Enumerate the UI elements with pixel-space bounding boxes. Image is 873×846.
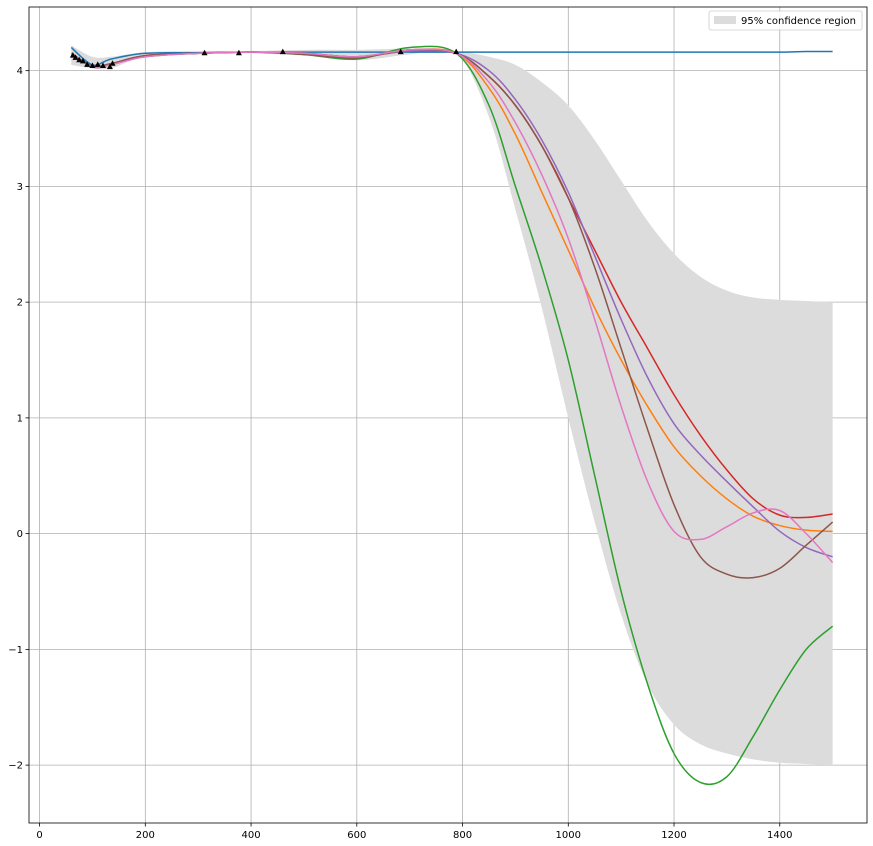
observation-marker bbox=[100, 62, 107, 69]
y-tick-label: 2 bbox=[17, 298, 23, 309]
observation-marker bbox=[109, 60, 116, 66]
plot-frame bbox=[28, 6, 868, 824]
observation-marker bbox=[84, 61, 91, 67]
observation-marker bbox=[89, 62, 96, 69]
confidence-band-layer bbox=[71, 45, 833, 766]
x-tick-label: 1200 bbox=[661, 830, 686, 841]
x-tick-label: 800 bbox=[453, 830, 472, 841]
observation-marker bbox=[397, 48, 404, 55]
x-tick-label: 1000 bbox=[556, 830, 581, 841]
observation-marker bbox=[235, 49, 242, 56]
legend-label-confidence: 95% confidence region bbox=[741, 16, 856, 27]
legend-swatch-confidence bbox=[714, 16, 736, 24]
y-tick-label: 0 bbox=[17, 529, 23, 540]
observation-marker bbox=[279, 48, 286, 55]
y-tick-label: 4 bbox=[17, 66, 23, 77]
series-line-7 bbox=[70, 48, 834, 564]
y-axis: −2 −1 0 1 2 3 4 bbox=[8, 66, 29, 772]
y-tick-label: 3 bbox=[17, 182, 23, 193]
observation-marker bbox=[69, 52, 76, 58]
observation-marker bbox=[72, 54, 79, 60]
observation-marker bbox=[94, 61, 101, 67]
legend: 95% confidence region bbox=[708, 10, 863, 31]
y-tick-label: −1 bbox=[8, 645, 23, 656]
x-tick-label: 600 bbox=[347, 830, 366, 841]
observation-marker bbox=[201, 49, 208, 56]
confidence-region bbox=[71, 45, 833, 766]
observation-markers bbox=[69, 48, 460, 70]
x-tick-label: 200 bbox=[136, 830, 155, 841]
x-axis: 0 200 400 600 800 1000 1200 1400 bbox=[36, 823, 792, 841]
x-tick-label: 400 bbox=[242, 830, 261, 841]
y-tick-label: 1 bbox=[17, 413, 23, 424]
observation-marker bbox=[79, 57, 86, 64]
x-tick-label: 1400 bbox=[767, 830, 792, 841]
observation-marker bbox=[76, 56, 83, 63]
x-tick-label: 0 bbox=[36, 830, 42, 841]
legend-frame bbox=[708, 10, 863, 31]
observation-marker bbox=[453, 48, 460, 55]
series-layer bbox=[70, 45, 834, 786]
observation-marker bbox=[106, 63, 113, 70]
y-tick-label: −2 bbox=[8, 761, 23, 772]
